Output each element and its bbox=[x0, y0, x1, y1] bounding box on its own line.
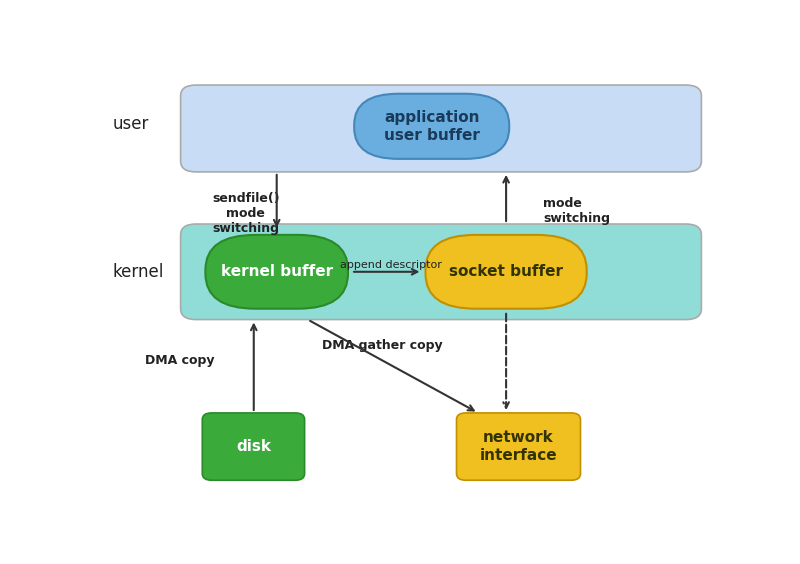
Text: append descriptor: append descriptor bbox=[341, 259, 442, 270]
Text: sendfile()
mode
switching: sendfile() mode switching bbox=[212, 192, 279, 235]
Text: application
user buffer: application user buffer bbox=[384, 110, 480, 143]
Text: DMA gather copy: DMA gather copy bbox=[322, 339, 442, 352]
Text: kernel: kernel bbox=[112, 263, 164, 281]
Text: socket buffer: socket buffer bbox=[449, 265, 563, 279]
FancyBboxPatch shape bbox=[457, 413, 581, 481]
FancyBboxPatch shape bbox=[426, 235, 586, 309]
FancyBboxPatch shape bbox=[206, 235, 348, 309]
Text: DMA copy: DMA copy bbox=[146, 354, 214, 367]
FancyBboxPatch shape bbox=[354, 94, 510, 159]
Text: user: user bbox=[112, 115, 149, 133]
FancyBboxPatch shape bbox=[181, 85, 702, 172]
Text: kernel buffer: kernel buffer bbox=[221, 265, 333, 279]
Text: disk: disk bbox=[236, 439, 271, 454]
Text: mode
switching: mode switching bbox=[543, 197, 610, 225]
Text: network
interface: network interface bbox=[480, 430, 558, 463]
FancyBboxPatch shape bbox=[202, 413, 305, 481]
FancyBboxPatch shape bbox=[181, 224, 702, 320]
